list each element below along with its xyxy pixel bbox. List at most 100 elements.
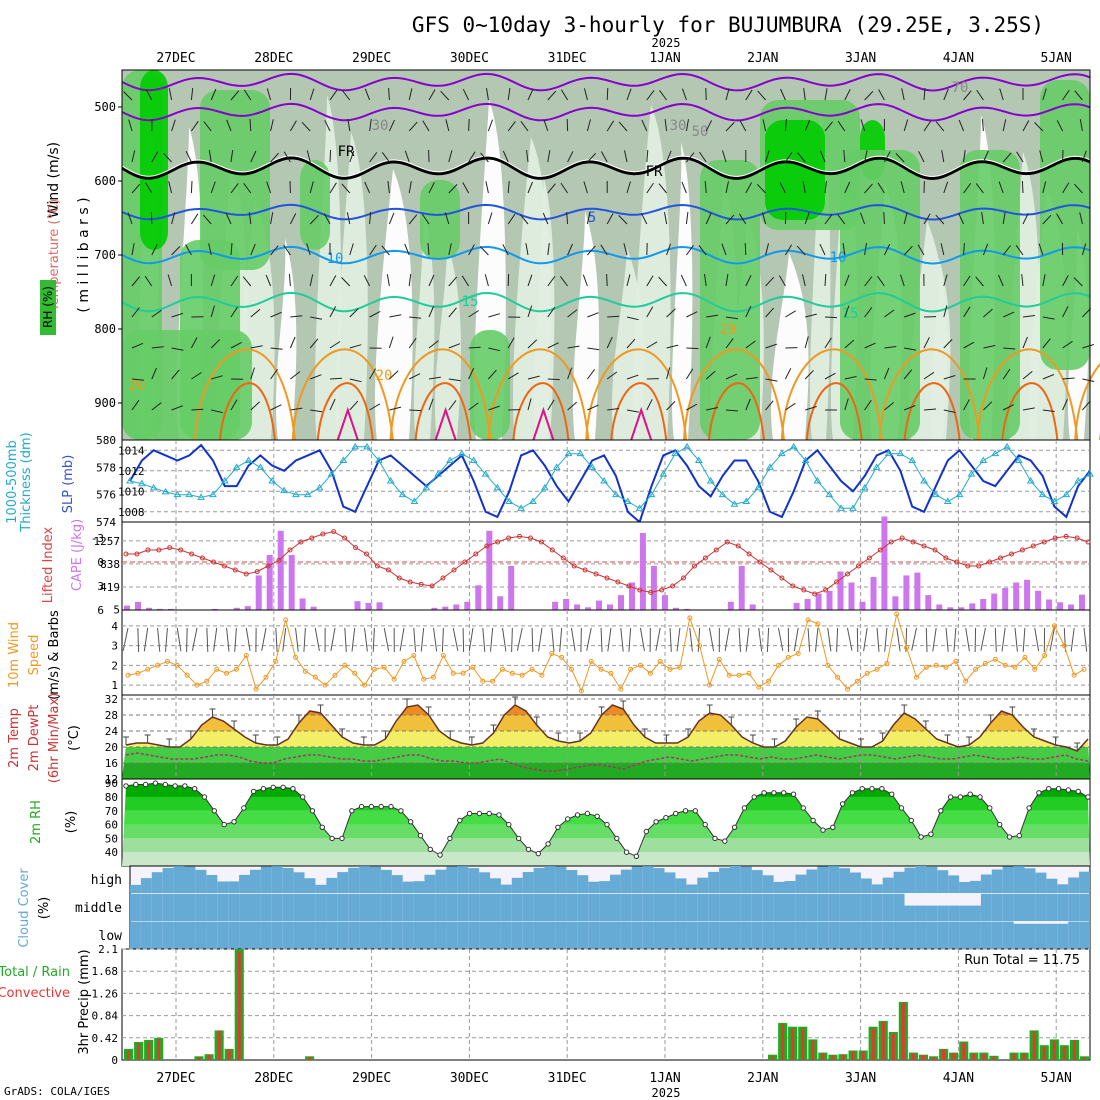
wind-speed-point	[884, 660, 890, 666]
precip-convective-bar	[982, 1053, 986, 1060]
wind-barb	[329, 306, 337, 318]
rh-point	[368, 803, 375, 810]
rh-point	[712, 835, 718, 842]
wind-barb	[1015, 244, 1024, 256]
thickness-point	[363, 442, 371, 450]
wind-panel	[121, 609, 1091, 696]
lifted-index-point	[845, 571, 850, 577]
cloud-bar	[1002, 866, 1014, 893]
cloud-bar	[326, 921, 338, 949]
wind-barb	[428, 305, 435, 318]
temperature-contour	[316, 382, 374, 441]
rh-tick-label: 90	[105, 777, 118, 790]
lifted-index-point	[615, 579, 621, 585]
wind-barb	[210, 274, 216, 287]
wind-barb	[1021, 274, 1024, 287]
cape-bar	[848, 582, 855, 610]
run-total-label: Run Total = 11.75	[964, 953, 1080, 968]
thickness-point	[695, 456, 703, 463]
wind-barb	[1042, 88, 1047, 101]
lifted-index-point	[998, 555, 1003, 561]
lifted-index-line	[126, 531, 1089, 595]
wind-barb	[762, 119, 767, 132]
wind-barb	[547, 276, 556, 287]
wind-speed-point	[992, 656, 998, 662]
wind-barb-10m	[905, 627, 908, 653]
wind-barb	[706, 314, 719, 318]
wind-barb	[151, 402, 162, 411]
cloud-bar	[370, 866, 381, 893]
cloud-bar	[751, 893, 763, 921]
wind-barb	[739, 120, 747, 132]
wind-barb	[941, 150, 945, 163]
precip-convective-bar	[157, 1038, 161, 1060]
wind-speed-point	[322, 682, 328, 688]
cloud-bar	[653, 893, 665, 921]
thickness-point	[552, 463, 561, 470]
wind-barb-10m	[137, 627, 140, 653]
precip-convective-bar	[791, 1028, 795, 1060]
wind-barb	[606, 213, 614, 225]
wind-speed-point	[401, 658, 407, 664]
lifted-index-point	[1019, 547, 1025, 553]
precip-convective-bar	[147, 1041, 151, 1060]
wind-barb	[191, 408, 204, 411]
wind-barb	[686, 347, 699, 350]
temperature-contour	[878, 348, 981, 441]
wind-barb	[756, 184, 766, 194]
wind-barb	[151, 309, 162, 318]
wind-barb	[943, 181, 949, 194]
wind-barb	[310, 409, 323, 413]
wind-barb	[250, 367, 255, 380]
cape-bar	[585, 607, 591, 611]
wind-barb-10m	[226, 627, 230, 652]
temp-2m-panel	[121, 694, 1091, 780]
wind-barb	[820, 150, 826, 163]
rh-point	[947, 794, 954, 800]
wind-barb	[805, 313, 817, 318]
wind-barb	[526, 150, 529, 163]
wind-barb	[507, 121, 516, 132]
cloud-bar	[620, 893, 632, 921]
thickness-point	[292, 490, 300, 498]
thickness-point	[1015, 456, 1023, 463]
wind-barb	[725, 274, 729, 287]
cloud-bar	[806, 921, 818, 949]
thickness-point	[801, 456, 810, 463]
lifted-index-point	[976, 563, 982, 569]
wind-barb	[190, 88, 194, 101]
precip-convective-bar	[881, 1021, 885, 1060]
wind-barb	[844, 398, 849, 411]
cape-bar	[727, 601, 734, 611]
cloud-bar	[675, 921, 687, 949]
thickness-line	[129, 446, 1091, 509]
wind-barb	[527, 88, 534, 101]
rh-point	[260, 786, 267, 792]
wind-barb	[250, 243, 256, 256]
cloud-bar	[773, 921, 785, 949]
wind-barb-10m	[571, 627, 576, 652]
wind-barb	[883, 367, 890, 380]
precip-convective-bar	[1032, 1031, 1036, 1060]
wind-speed-point	[1002, 662, 1008, 668]
cape-bar	[277, 530, 284, 610]
wind-barb	[422, 120, 430, 132]
precip-convective-bar	[197, 1057, 201, 1060]
wind-barb	[1002, 212, 1006, 225]
wind-barb	[607, 408, 620, 411]
wind-speed-point	[243, 653, 249, 658]
lifted-index-point	[604, 575, 610, 581]
cloud-bar	[435, 869, 447, 893]
wind-barb	[547, 90, 557, 101]
wind-barb-10m	[911, 627, 917, 651]
wind-barb-10m	[176, 627, 182, 652]
cloud-bar	[893, 893, 905, 921]
cloud-bar	[173, 921, 185, 949]
cape-bar	[903, 575, 910, 610]
wind-barb	[369, 211, 372, 225]
wind-barb	[488, 369, 497, 380]
wind-barb	[904, 405, 916, 411]
wind-barb	[904, 347, 917, 351]
thickness-point	[469, 456, 478, 463]
wind-speed-point	[174, 662, 180, 668]
